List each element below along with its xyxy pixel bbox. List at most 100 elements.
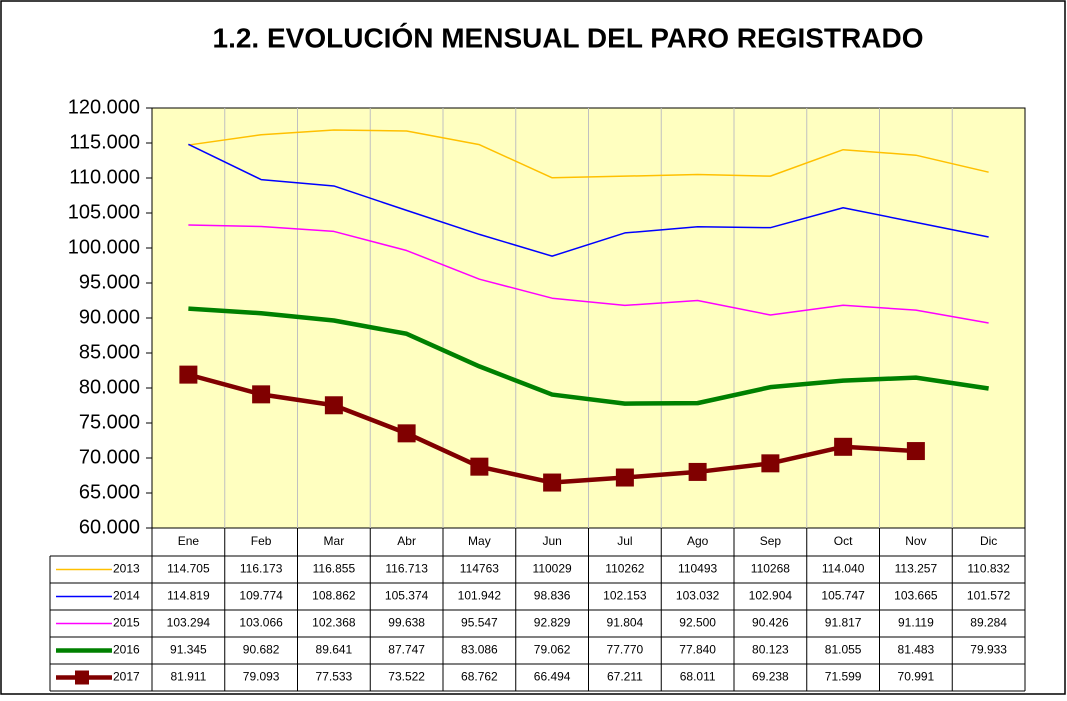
data-label: 116.713 [385, 562, 428, 576]
data-label: 91.119 [898, 616, 934, 630]
x-tick-label: Dic [980, 534, 997, 548]
data-label: 81.055 [825, 643, 862, 657]
y-tick-label: 65.000 [79, 481, 140, 503]
y-tick-label: 95.000 [79, 271, 140, 293]
data-label: 92.500 [679, 616, 716, 630]
marker [906, 442, 925, 461]
data-label: 103.665 [894, 589, 938, 603]
data-label: 110029 [533, 562, 572, 576]
x-tick-label: Ago [687, 534, 709, 548]
series-line [188, 129, 989, 179]
y-tick-label: 115.000 [69, 131, 140, 153]
x-tick-label: Mar [324, 534, 345, 548]
x-tick-label: Oct [834, 534, 853, 548]
legend-label: 2015 [113, 616, 140, 630]
x-tick-label: Sep [760, 534, 782, 548]
marker [470, 457, 489, 476]
y-tick-label: 90.000 [79, 306, 140, 328]
y-tick-label: 110.000 [69, 166, 140, 188]
chart-title: 1.2. EVOLUCIÓN MENSUAL DEL PARO REGISTRA… [213, 22, 924, 53]
marker [252, 385, 271, 404]
legend-label: 2017 [113, 670, 140, 684]
marker [543, 473, 562, 492]
data-label: 103.032 [676, 589, 720, 603]
data-label: 67.211 [607, 670, 643, 684]
data-label: 87.747 [388, 643, 425, 657]
data-label: 81.483 [898, 643, 935, 657]
data-label: 68.011 [680, 670, 716, 684]
data-label: 90.426 [752, 616, 789, 630]
data-label: 98.836 [534, 589, 571, 603]
data-label: 83.086 [461, 643, 498, 657]
legend-label: 2014 [113, 589, 140, 603]
data-label: 90.682 [243, 643, 280, 657]
data-label: 91.345 [170, 643, 207, 657]
y-tick-label: 80.000 [79, 376, 140, 398]
data-label: 114.040 [822, 562, 865, 576]
data-label: 70.991 [898, 670, 935, 684]
legend-label: 2016 [113, 643, 140, 657]
x-tick-label: Abr [397, 534, 416, 548]
data-label: 91.817 [825, 616, 862, 630]
data-label: 109.774 [239, 589, 283, 603]
data-label: 71.599 [825, 670, 862, 684]
x-tick-label: Feb [251, 534, 272, 548]
marker [688, 462, 707, 481]
data-label: 80.123 [752, 643, 789, 657]
data-label: 79.062 [534, 643, 571, 657]
series-line [188, 143, 989, 257]
marker [179, 365, 198, 384]
data-label: 102.904 [749, 589, 793, 603]
data-label: 105.374 [385, 589, 429, 603]
y-tick-label: 70.000 [79, 446, 140, 468]
x-tick-label: Jul [617, 534, 632, 548]
x-tick-label: May [468, 534, 491, 548]
y-tick-label: 60.000 [79, 516, 140, 538]
data-label: 110.832 [967, 562, 1010, 576]
series-line [188, 224, 989, 324]
data-label: 101.942 [458, 589, 502, 603]
data-label: 101.572 [967, 589, 1011, 603]
data-label: 110262 [605, 562, 644, 576]
data-label: 110493 [678, 562, 717, 576]
data-label: 91.804 [607, 616, 644, 630]
data-label: 89.641 [316, 643, 353, 657]
marker [615, 468, 634, 487]
marker [761, 454, 780, 473]
marker [397, 424, 416, 443]
y-tick-label: 105.000 [68, 201, 140, 223]
data-label: 102.153 [603, 589, 647, 603]
y-tick-label: 85.000 [79, 341, 140, 363]
marker [834, 437, 853, 456]
data-label: 116.855 [313, 562, 356, 576]
data-label: 113.257 [895, 562, 938, 576]
data-label: 99.638 [388, 616, 425, 630]
data-label: 114.705 [167, 562, 210, 576]
data-label: 114.819 [167, 589, 210, 603]
data-label: 105.747 [821, 589, 865, 603]
data-label: 103.066 [239, 616, 283, 630]
legend-marker [75, 670, 89, 685]
x-tick-label: Ene [178, 534, 200, 548]
data-label: 92.829 [534, 616, 571, 630]
x-tick-label: Nov [905, 534, 926, 548]
data-label: 79.933 [970, 643, 1007, 657]
data-label: 114763 [460, 562, 499, 576]
data-label: 110268 [751, 562, 790, 576]
data-label: 81.911 [170, 670, 206, 684]
marker [324, 396, 343, 415]
data-label: 102.368 [312, 616, 356, 630]
data-label: 103.294 [167, 616, 211, 630]
data-label: 77.770 [607, 643, 644, 657]
data-label: 79.093 [243, 670, 280, 684]
data-label: 68.762 [461, 670, 498, 684]
data-label: 66.494 [534, 670, 571, 684]
data-label: 116.173 [240, 562, 283, 576]
series-line [188, 306, 989, 406]
data-label: 108.862 [312, 589, 356, 603]
data-label: 69.238 [752, 670, 789, 684]
data-label: 77.840 [679, 643, 716, 657]
y-tick-label: 120.000 [68, 96, 140, 118]
data-label: 95.547 [461, 616, 498, 630]
